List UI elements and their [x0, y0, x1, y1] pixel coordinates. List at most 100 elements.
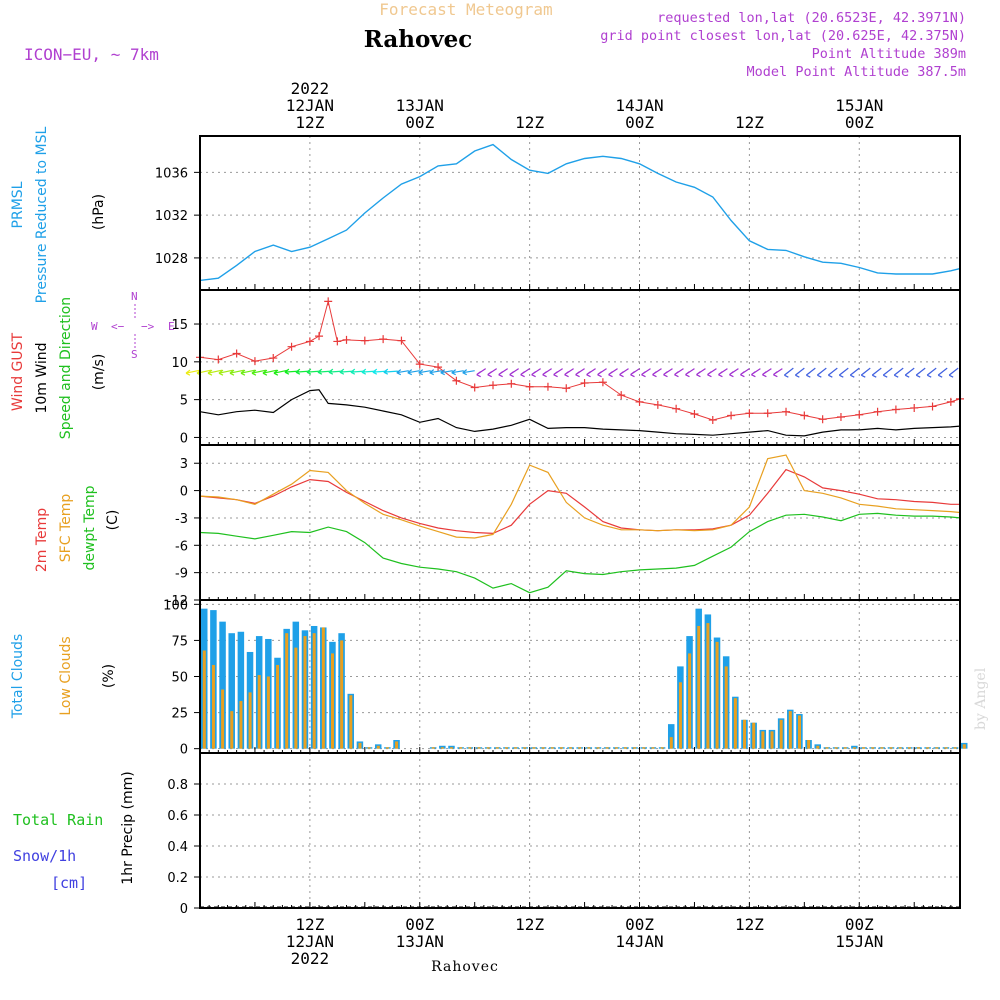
low-cloud-bar — [477, 747, 481, 749]
label-wind-gust: Wind GUST — [10, 332, 26, 411]
low-cloud-bar — [266, 676, 270, 749]
total-cloud-bar — [237, 631, 245, 749]
wind-direction-arrow — [926, 367, 937, 378]
wind-direction-arrow — [383, 368, 398, 375]
wind-direction-arrow — [429, 369, 442, 376]
gust-marker — [269, 354, 278, 363]
wind-direction-arrow — [218, 369, 234, 376]
gust-marker — [763, 409, 772, 418]
ytick-label: 0.4 — [167, 840, 188, 855]
low-cloud-bar — [779, 719, 783, 749]
wind-direction-arrow — [553, 368, 563, 378]
gust-marker — [452, 376, 461, 385]
time-label-top: 14JAN — [615, 96, 663, 115]
gust-marker — [470, 383, 479, 392]
ytick-label: 0 — [180, 431, 188, 446]
wind-direction-arrow — [487, 368, 498, 378]
time-label-top: 00Z — [625, 113, 654, 132]
ytick-label: 75 — [171, 634, 188, 649]
gust-marker — [250, 357, 259, 366]
low-cloud-bar — [898, 747, 902, 749]
wind-direction-arrow — [827, 367, 838, 378]
low-cloud-bar — [239, 701, 243, 749]
wind-direction-arrow — [207, 369, 223, 376]
gust-marker — [489, 381, 498, 390]
panel-frame — [199, 135, 961, 291]
wind-direction-arrow — [440, 369, 453, 376]
ytick-label: 5 — [180, 394, 188, 409]
time-label-top: 15JAN — [835, 96, 883, 115]
low-cloud-bar — [962, 744, 966, 749]
wind-direction-arrow — [652, 368, 662, 378]
low-cloud-bar — [596, 747, 600, 749]
gridpoint-coords: grid point closest lon,lat (20.625E, 42.… — [600, 28, 966, 44]
gust-marker — [562, 384, 571, 393]
wind-direction-arrow — [871, 367, 882, 378]
label-2m-temp: 2m Temp — [34, 508, 50, 572]
compass-west: W — [91, 320, 98, 333]
wind-direction-arrow — [762, 368, 772, 378]
gust-marker — [305, 337, 314, 346]
ytick-label: 0.2 — [167, 871, 188, 886]
low-cloud-bar — [248, 692, 252, 749]
wind-direction-arrow — [520, 368, 530, 378]
compass-south: S — [131, 348, 138, 361]
low-cloud-bar — [431, 747, 435, 749]
low-cloud-bar — [917, 747, 921, 749]
label-ms: (m/s) — [91, 354, 107, 391]
precip-side-label: [cm] — [51, 874, 87, 892]
low-cloud-bar — [825, 747, 829, 749]
grid-layer — [200, 136, 960, 908]
requested-coords: requested lon,lat (20.6523E, 42.3971N) — [657, 10, 966, 26]
wind-direction-arrow — [663, 368, 673, 378]
wind-direction-arrow — [740, 368, 750, 378]
low-cloud-bar — [605, 747, 609, 749]
wind-direction-arrow — [229, 369, 245, 376]
gust-marker — [946, 397, 955, 406]
low-cloud-bar — [257, 675, 261, 749]
label-hpa: (hPa) — [91, 194, 107, 230]
low-cloud-bar — [651, 747, 655, 749]
low-cloud-bar — [395, 741, 399, 749]
gust-marker — [836, 413, 845, 422]
low-cloud-bar — [843, 747, 847, 749]
low-cloud-bar — [569, 747, 573, 749]
low-cloud-bar — [504, 747, 508, 749]
gust-marker — [782, 407, 791, 416]
low-cloud-bar — [523, 747, 527, 749]
low-cloud-bar — [385, 747, 389, 749]
low-cloud-bar — [761, 731, 765, 749]
time-label-bottom: 12Z — [515, 915, 544, 934]
wind-direction-arrow — [273, 369, 289, 376]
wind-direction-arrow — [948, 367, 959, 378]
ytick-label: 0 — [180, 902, 188, 917]
label-dewpt: dewpt Temp — [82, 485, 98, 570]
wind-direction-arrow — [685, 368, 695, 378]
low-cloud-bar — [871, 747, 875, 749]
low-cloud-bar — [752, 722, 756, 749]
gust-marker — [873, 407, 882, 416]
time-label-top: 12Z — [295, 113, 324, 132]
ytick-label: 0 — [180, 485, 188, 500]
low-cloud-bar — [376, 745, 380, 749]
wind-direction-arrow — [542, 368, 552, 378]
dewpt-line — [199, 512, 961, 594]
low-cloud-bar — [733, 698, 737, 749]
low-cloud-bar — [926, 747, 930, 749]
low-cloud-bar — [770, 731, 774, 749]
low-cloud-bar — [202, 650, 206, 749]
ytick-label: 25 — [171, 707, 188, 722]
precip-side-label: Snow/1h — [13, 847, 76, 865]
time-label-bottom: 00Z — [625, 915, 654, 934]
gust-marker — [342, 335, 351, 344]
low-cloud-bar — [303, 636, 307, 749]
low-cloud-bar — [614, 747, 618, 749]
label-prmsl: PRMSL — [10, 181, 26, 228]
low-cloud-bar — [459, 747, 463, 749]
low-cloud-bar — [678, 682, 682, 749]
gust-marker — [855, 410, 864, 419]
time-label-bottom: 00Z — [405, 915, 434, 934]
precip-side-label: Total Rain — [13, 811, 103, 829]
ytick-label: 0 — [180, 743, 188, 758]
